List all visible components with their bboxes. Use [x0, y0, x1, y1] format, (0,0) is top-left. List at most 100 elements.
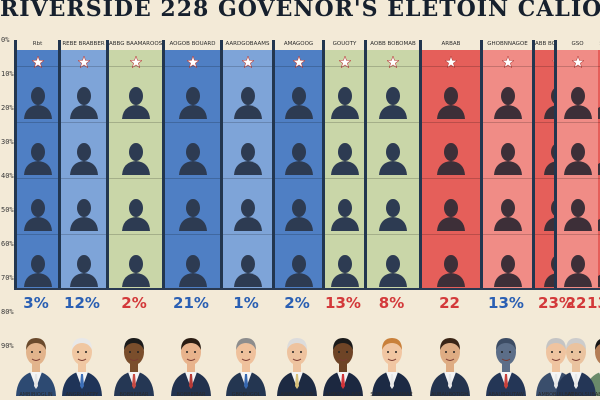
- board-column: AOBB BOBOMAB: [364, 40, 419, 288]
- board-cell: [17, 234, 58, 288]
- board-column: GHOBNNAGOE: [480, 40, 532, 288]
- star-icon: [445, 56, 457, 68]
- column-header: GSO: [571, 41, 584, 47]
- candidate-name: GBOBUGOL: [231, 392, 261, 398]
- row-label: 0%: [1, 36, 10, 44]
- star-icon: [292, 56, 305, 68]
- candidate-portrait: [276, 330, 318, 400]
- silhouette-icon: [178, 143, 207, 175]
- percentage-value: 1%: [233, 294, 259, 312]
- board-cell: [557, 234, 598, 288]
- board-cell: [483, 234, 532, 288]
- candidate-portraits: [14, 318, 600, 400]
- candidate-name: AMBOBUILBAT: [325, 392, 361, 398]
- silhouette-icon: [69, 87, 98, 119]
- candidate-portrait-icon: [556, 338, 596, 396]
- silhouette-icon: [233, 199, 262, 231]
- column-header: ARBAB: [441, 41, 461, 47]
- board-cell: [275, 122, 322, 179]
- percentage-value: 13%: [325, 294, 361, 312]
- candidate-name: SUBABUGOALTH: [584, 392, 600, 398]
- silhouette-icon: [563, 199, 592, 231]
- board-cell: [223, 234, 272, 288]
- silhouette-icon: [284, 87, 313, 119]
- board-cell: [61, 66, 106, 123]
- board-cell: [17, 122, 58, 179]
- row-label: 80%: [1, 308, 14, 316]
- candidate-name: AWBAGOLEBI: [280, 392, 314, 398]
- column-top-band: [109, 40, 162, 50]
- star-icon: [501, 56, 514, 68]
- board-cell: [325, 66, 364, 123]
- column-top-band: [557, 40, 598, 50]
- silhouette-icon: [330, 199, 359, 231]
- candidate-name: AMBOBUILBAT: [538, 392, 574, 398]
- board-cell: [223, 178, 272, 235]
- column-header: GHOBNNAGOE: [487, 41, 528, 47]
- board-cell: [109, 122, 162, 179]
- silhouette-icon: [178, 87, 207, 119]
- silhouette-icon: [493, 143, 522, 175]
- silhouette-icon: [437, 255, 465, 287]
- board-cell: [422, 234, 480, 288]
- percentage-value: 22: [565, 294, 587, 312]
- silhouette-icon: [233, 87, 262, 119]
- percentage-value: 13%: [488, 294, 524, 312]
- board-column: REBE BRABBER: [58, 40, 106, 288]
- board-cell: [275, 66, 322, 123]
- candidate-name: ANGRLUATPY: [65, 392, 99, 398]
- divider: [14, 288, 600, 290]
- row-label: 60%: [1, 240, 14, 248]
- candidate-name: ABAUBOUTAW: [488, 392, 524, 398]
- board-cell: [422, 122, 480, 179]
- footer-names: AMBIBIOGLIN ANGRLUATPY BOBBEIBAR BOBBEIBAR G…: [0, 392, 600, 400]
- silhouette-icon: [23, 199, 52, 231]
- board-cell: [165, 122, 220, 179]
- candidate-name: BOBBEIBAR: [176, 392, 206, 398]
- column-top-band: [483, 40, 532, 50]
- board-cell: [109, 234, 162, 288]
- column-top-band: [165, 40, 220, 50]
- board-cell: [483, 178, 532, 235]
- candidate-portrait: [61, 330, 103, 400]
- silhouette-icon: [284, 143, 313, 175]
- board-cell: [17, 178, 58, 235]
- silhouette-icon: [121, 255, 150, 287]
- candidate-portrait: [485, 330, 527, 400]
- board-cell: [557, 122, 598, 179]
- row-label: 50%: [1, 206, 14, 214]
- candidate-portrait-icon: [429, 338, 470, 396]
- percentage-value: 21%: [173, 294, 209, 312]
- candidate-portrait: [429, 330, 471, 400]
- page-title: RIVERSIDE 228 GOVENOR'S ELETOIN CALIORNI…: [0, 0, 600, 20]
- candidate-portrait-icon: [486, 338, 526, 396]
- percentage-value: 13%: [587, 294, 600, 312]
- board-cell: [422, 66, 480, 123]
- silhouette-icon: [69, 143, 98, 175]
- board-cell: [275, 234, 322, 288]
- candidate-portrait: [322, 330, 364, 400]
- silhouette-icon: [69, 255, 98, 287]
- percentage-value: 22: [439, 294, 460, 312]
- row-label: 70%: [1, 274, 14, 282]
- star-icon: [241, 56, 254, 68]
- board-column: Rbt: [14, 40, 58, 288]
- silhouette-icon: [330, 143, 359, 175]
- column-top-band: [17, 40, 58, 50]
- silhouette-icon: [284, 199, 313, 231]
- board-cell: [165, 234, 220, 288]
- board-cell: [557, 178, 598, 235]
- board-cell: [367, 122, 419, 179]
- silhouette-icon: [121, 143, 150, 175]
- silhouette-icon: [121, 87, 150, 119]
- results-board: Rbt REBE BRABBER ABBG BAAMAROOS AOGOB BOUAR…: [14, 40, 600, 288]
- board-cell: [275, 178, 322, 235]
- column-top-band: [61, 40, 106, 50]
- column-top-band: [367, 40, 419, 50]
- silhouette-icon: [69, 199, 98, 231]
- star-icon: [186, 56, 199, 68]
- board-cell: [325, 178, 364, 235]
- candidate-portrait-icon: [16, 338, 56, 396]
- board-column: GSO: [554, 40, 598, 288]
